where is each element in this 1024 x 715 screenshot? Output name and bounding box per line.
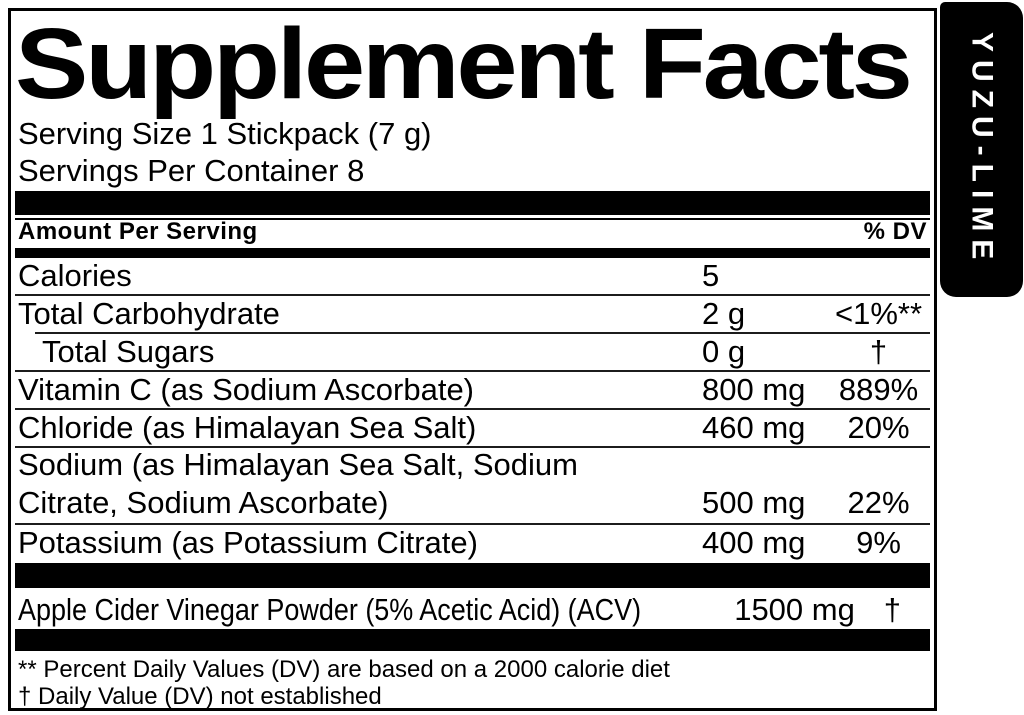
ingredient-name: Apple Cider Vinegar Powder (5% Acetic Ac…	[18, 590, 734, 629]
row-separator	[15, 370, 930, 372]
nutrient-row-total-carbohydrate: Total Carbohydrate 2 g <1%**	[15, 296, 930, 332]
nutrient-name: Potassium (as Potassium Citrate)	[18, 525, 478, 560]
supplement-facts-panel: Supplement Facts Serving Size 1 Stickpac…	[8, 8, 937, 711]
nutrient-row-potassium: Potassium (as Potassium Citrate) 400 mg …	[15, 525, 930, 561]
nutrient-dv: 889%	[838, 372, 919, 407]
nutrient-dv: <1%**	[834, 296, 923, 331]
ingredient-row-acv: Apple Cider Vinegar Powder (5% Acetic Ac…	[15, 588, 930, 629]
nutrient-name-line-2: Citrate, Sodium Ascorbate)	[18, 485, 389, 520]
nutrient-name-line-1: Sodium (as Himalayan Sea Salt, Sodium	[18, 447, 578, 482]
nutrient-amount: 2 g	[702, 296, 746, 331]
row-separator	[15, 408, 930, 410]
row-separator-indented	[35, 332, 930, 334]
nutrient-name: Total Carbohydrate	[18, 296, 280, 331]
footnote-dagger: † Daily Value (DV) not established	[18, 683, 382, 710]
nutrient-amount: 400 mg	[702, 525, 806, 560]
ingredient-dv: †	[883, 592, 902, 627]
divider-bar-thick	[15, 563, 930, 588]
footnotes: ** Percent Daily Values (DV) are based o…	[15, 651, 930, 710]
column-header-row: Amount Per Serving % DV	[15, 218, 930, 248]
nutrient-name: Sodium (as Himalayan Sea Salt, Sodium Ci…	[18, 446, 702, 523]
ingredient-name-text: Apple Cider Vinegar Powder (5% Acetic Ac…	[18, 592, 642, 627]
nutrient-dv	[827, 258, 930, 294]
nutrient-amount: 5	[702, 258, 720, 293]
ingredient-amount: 1500 mg	[734, 592, 855, 627]
row-separator	[15, 523, 930, 525]
amount-per-serving-header: Amount Per Serving	[18, 218, 258, 245]
nutrient-dv: 22%	[847, 485, 910, 520]
servings-per-container: Servings Per Container 8	[18, 153, 365, 188]
nutrient-row-calories: Calories 5	[15, 258, 930, 294]
nutrient-name: Chloride (as Himalayan Sea Salt)	[18, 410, 477, 445]
divider-bar-thick	[15, 191, 930, 215]
nutrient-amount: 460 mg	[702, 410, 806, 445]
nutrient-amount: 500 mg	[702, 485, 806, 520]
serving-size: Serving Size 1 Stickpack (7 g)	[18, 116, 432, 151]
nutrient-row-vitamin-c: Vitamin C (as Sodium Ascorbate) 800 mg 8…	[15, 372, 930, 408]
nutrient-row-chloride: Chloride (as Himalayan Sea Salt) 460 mg …	[15, 410, 930, 446]
row-separator	[15, 294, 930, 296]
nutrient-name: Vitamin C (as Sodium Ascorbate)	[18, 372, 475, 407]
footnote-percent-dv: ** Percent Daily Values (DV) are based o…	[18, 656, 670, 683]
divider-hairline	[15, 218, 930, 220]
nutrient-dv: 9%	[856, 525, 901, 560]
panel-title-row: Supplement Facts	[15, 11, 930, 115]
percent-dv-header: % DV	[863, 218, 927, 245]
nutrient-dv: 20%	[847, 410, 910, 445]
nutrient-row-sodium: Sodium (as Himalayan Sea Salt, Sodium Ci…	[15, 446, 930, 523]
nutrient-amount: 0 g	[702, 334, 746, 369]
nutrient-amount: 800 mg	[702, 372, 806, 407]
nutrient-name: Total Sugars	[42, 334, 215, 369]
flavor-tab: YUZU-LIME	[940, 2, 1023, 297]
nutrient-dv: †	[869, 334, 888, 369]
divider-bar-medium	[15, 248, 930, 258]
panel-title: Supplement Facts	[15, 8, 913, 120]
divider-bar-thick	[15, 629, 930, 651]
flavor-tab-label: YUZU-LIME	[965, 31, 999, 268]
row-separator	[15, 446, 930, 448]
nutrient-name: Calories	[18, 258, 132, 293]
nutrient-row-total-sugars: Total Sugars 0 g †	[15, 334, 930, 370]
